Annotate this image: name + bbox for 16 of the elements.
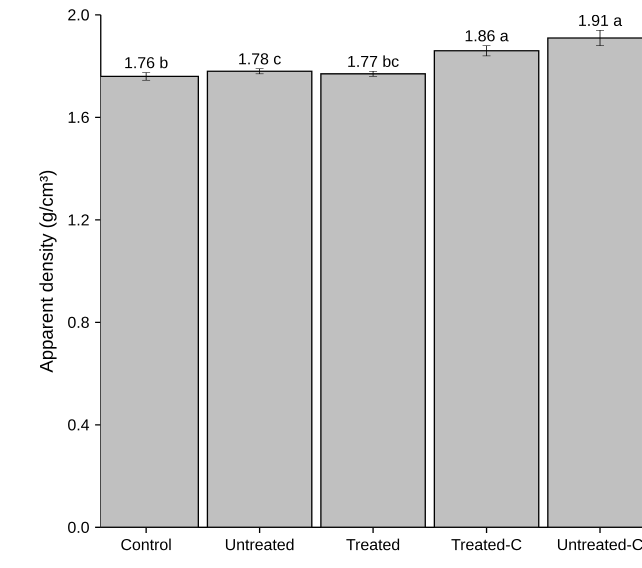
data-label: 1.76 b [125,56,168,68]
y-tick-label: 1.2 [68,214,89,226]
y-tick-label: 1.6 [68,112,89,123]
x-tick-label: Treated-C [451,538,522,550]
x-tick-label: Treated [346,538,400,550]
y-axis-title: Apparent density (g/cm³) [39,170,57,373]
y-tick-label: 2.0 [68,9,89,20]
y-tick-label: 0.8 [68,316,89,328]
y-tick-label: 0.0 [68,522,89,533]
x-tick-label: Untreated [226,538,294,550]
data-label: 1.91 a [579,14,622,26]
x-tick-label: Control [121,538,171,550]
data-label: 1.78 c [239,53,281,64]
data-label: 1.86 a [466,30,509,42]
y-tick-label: 0.4 [68,419,90,430]
data-label: 1.77 bc [348,55,399,67]
